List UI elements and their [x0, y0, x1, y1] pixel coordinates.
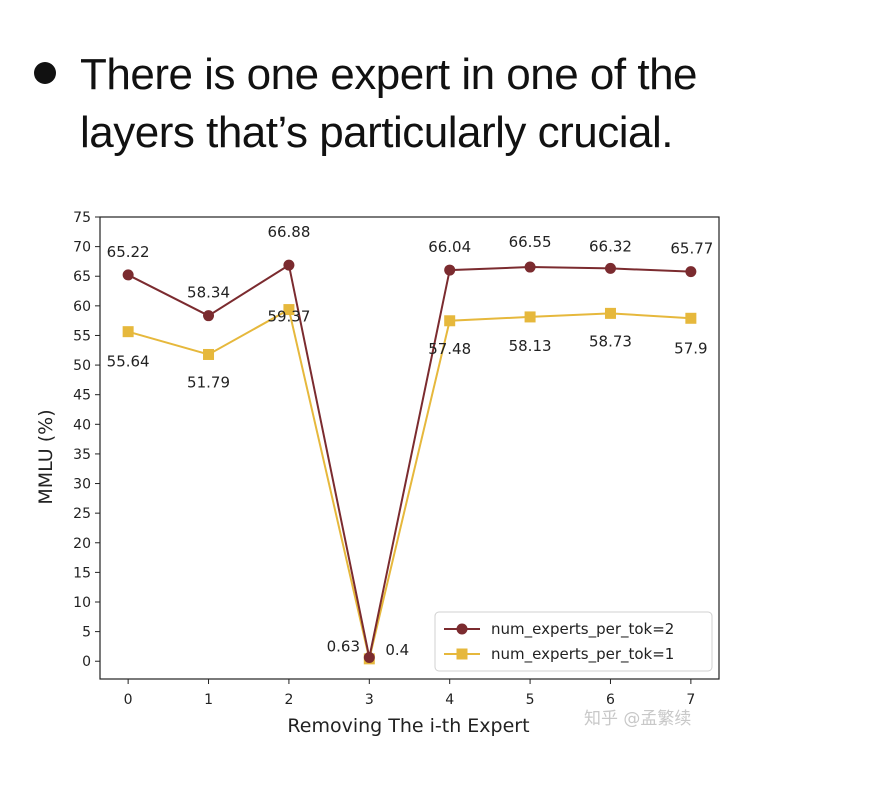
point-marker-one-expert	[203, 348, 215, 360]
y-tick-label: 5	[82, 625, 91, 641]
data-label-one-expert: 59.37	[267, 308, 310, 326]
point-marker-two-experts	[363, 651, 375, 663]
legend-marker-swatch	[456, 623, 468, 635]
watermark-text: 知乎 @孟繁续	[584, 709, 691, 729]
y-tick-label: 70	[73, 240, 91, 256]
y-tick-label: 20	[73, 536, 91, 552]
point-marker-two-experts	[203, 310, 215, 322]
y-tick-label: 55	[73, 328, 91, 344]
data-labels: 65.22 58.34 66.88 0.63 66.04 66.55 66.32 65.77 5…	[107, 223, 714, 659]
legend-marker-swatch	[456, 648, 468, 660]
data-label-two-experts: 66.32	[589, 237, 632, 255]
x-tick-label: 6	[606, 692, 615, 708]
data-label-two-experts: 65.22	[107, 243, 150, 261]
point-marker-one-expert	[685, 312, 697, 324]
y-tick-label: 35	[73, 447, 91, 463]
y-tick-label: 45	[73, 388, 91, 404]
point-marker-two-experts	[122, 269, 134, 281]
x-tick-label: 4	[445, 692, 454, 708]
point-marker-one-expert	[283, 304, 295, 316]
data-label-one-expert: 58.73	[589, 332, 632, 350]
series-lines	[127, 263, 691, 660]
series-markers	[122, 259, 697, 665]
data-label-two-experts: 0.63	[327, 637, 360, 655]
legend-item-label: num_experts_per_tok=1	[491, 645, 674, 664]
x-tick-label: 5	[526, 692, 535, 708]
data-label-one-expert: 51.79	[187, 373, 230, 391]
point-marker-two-experts	[685, 266, 697, 278]
y-tick-label: 60	[73, 299, 91, 315]
point-marker-two-experts	[524, 261, 536, 273]
y-tick-label: 25	[73, 506, 91, 522]
point-marker-two-experts	[283, 259, 295, 271]
x-tick-label: 7	[686, 692, 695, 708]
x-tick-label: 1	[204, 692, 213, 708]
data-label-two-experts: 66.55	[509, 233, 552, 251]
data-label-one-expert: 55.64	[107, 353, 150, 371]
data-label-two-experts: 65.77	[670, 240, 713, 258]
slide-bullet-text: There is one expert in one of the layers…	[80, 50, 698, 157]
x-tick-label: 3	[365, 692, 374, 708]
data-label-one-expert: 57.9	[674, 339, 707, 357]
point-marker-one-expert	[444, 315, 456, 327]
data-label-two-experts: 58.34	[187, 284, 230, 302]
y-tick-label: 40	[73, 417, 91, 433]
legend: num_experts_per_tok=2 num_experts_per_tok…	[434, 611, 713, 672]
data-label-two-experts: 66.88	[267, 223, 310, 241]
x-tick-label: 0	[124, 692, 133, 708]
point-marker-two-experts	[604, 262, 616, 274]
data-label-one-expert: 57.48	[428, 340, 471, 358]
y-axis: 0 5 10 15 20 25 30 35 40 45 50 55 60 65 70 75	[73, 210, 100, 670]
point-marker-one-expert	[524, 311, 536, 323]
y-axis-label: MMLU (%)	[35, 409, 57, 504]
x-tick-label: 2	[284, 692, 293, 708]
series-line-two-experts	[127, 263, 691, 658]
y-tick-label: 75	[73, 210, 91, 226]
legend-item-label: num_experts_per_tok=2	[491, 620, 674, 639]
point-marker-one-expert	[122, 326, 134, 338]
data-label-two-experts: 66.04	[428, 238, 471, 256]
legend-box	[434, 611, 713, 672]
point-marker-two-experts	[444, 264, 456, 276]
series-line-one-expert	[127, 308, 691, 660]
data-label-one-expert: 58.13	[509, 337, 552, 355]
y-tick-label: 50	[73, 358, 91, 374]
point-marker-one-expert	[604, 307, 616, 319]
plot-area-frame	[99, 216, 720, 680]
x-axis-label: Removing The i-th Expert	[287, 715, 529, 737]
y-tick-label: 65	[73, 269, 91, 285]
data-label-one-expert: 0.4	[385, 641, 409, 659]
y-tick-label: 30	[73, 477, 91, 493]
y-tick-label: 10	[73, 595, 91, 611]
y-tick-label: 15	[73, 565, 91, 581]
x-axis: 0 1 2 3 4 5 6 7	[124, 679, 695, 708]
bullet-dot-icon	[34, 62, 56, 84]
y-tick-label: 0	[82, 654, 91, 670]
